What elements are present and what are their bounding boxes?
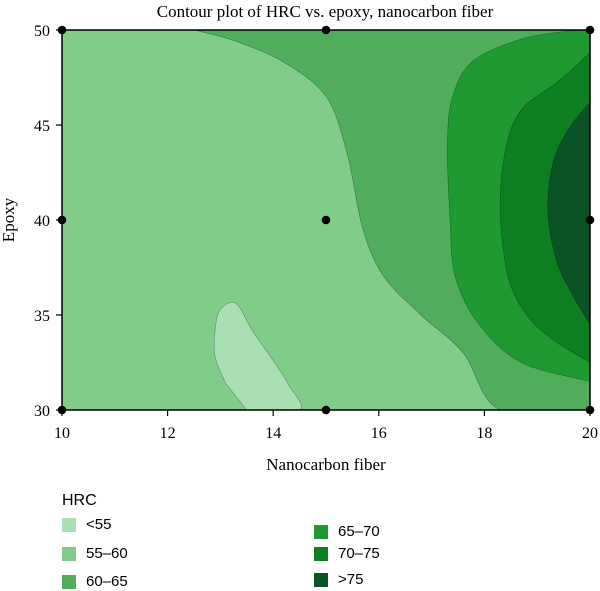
y-tick-label: 35 [34,308,50,325]
legend-label: 70–75 [338,545,380,562]
y-tick-label: 40 [34,213,50,230]
legend-label: 65–70 [338,523,380,540]
legend-item: 70–75 [314,545,380,562]
design-point [321,25,331,35]
x-tick-label: 20 [582,425,598,442]
contour-region [547,101,590,326]
legend-label: >75 [338,571,364,588]
legend: HRC <55 55–60 60–65 65–70 70–75 >75 [62,492,562,590]
contour-regions [62,30,590,410]
design-point [321,215,331,225]
x-tick-label: 12 [160,425,176,442]
y-tick-label: 50 [34,23,50,40]
legend-item: >75 [314,571,363,588]
legend-swatch [62,546,76,561]
legend-label: 55–60 [86,545,128,562]
y-tick-label: 45 [34,118,50,135]
contour-region [213,302,302,410]
y-axis-ticks: 30 35 40 45 50 [34,23,62,420]
legend-label: <55 [86,516,112,533]
x-axis-label: Nanocarbon fiber [266,455,386,474]
design-point [585,25,595,35]
legend-item: 65–70 [314,523,380,540]
y-tick-label: 30 [34,403,50,420]
chart-title: Contour plot of HRC vs. epoxy, nanocarbo… [157,2,494,21]
design-point [585,215,595,225]
legend-swatch [62,517,76,532]
legend-title: HRC [62,492,97,509]
x-axis-ticks: 10 12 14 16 18 20 [54,410,598,442]
legend-item: 55–60 [62,545,128,562]
x-tick-label: 10 [54,425,70,442]
legend-swatch [314,572,328,587]
legend-swatch [62,574,76,589]
y-axis-label: Epoxy [0,197,18,242]
legend-label: 60–65 [86,573,128,590]
x-tick-label: 18 [476,425,492,442]
design-point [321,405,331,415]
x-tick-label: 16 [371,425,387,442]
legend-item: <55 [62,516,111,533]
legend-item: 60–65 [62,573,128,590]
x-tick-label: 14 [265,425,281,442]
legend-swatch [314,546,328,561]
legend-swatch [314,524,328,539]
